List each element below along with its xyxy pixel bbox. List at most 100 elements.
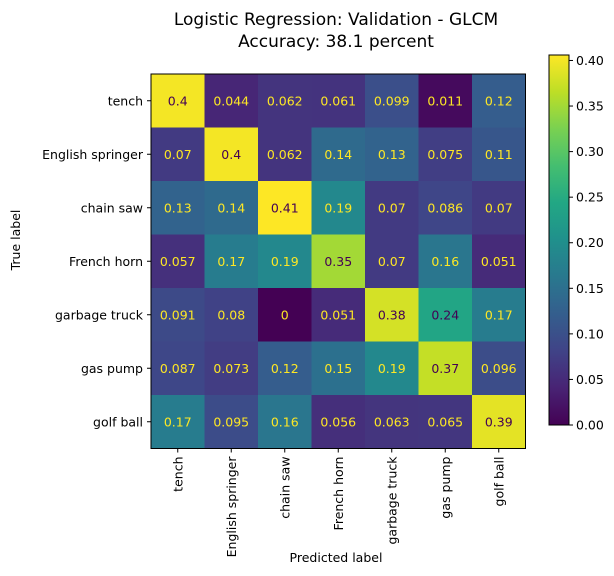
chart-subtitle: Accuracy: 38.1 percent <box>238 32 434 52</box>
colorbar-tick-label: 0.25 <box>576 190 604 205</box>
heatmap-cell <box>472 234 526 289</box>
heatmap-cell <box>204 395 259 449</box>
colorbar: 0.00 0.05 0.10 0.15 0.20 0.25 0.30 0.35 0.40 <box>548 53 604 433</box>
heatmap-cell <box>418 395 473 449</box>
cell-value-label: 0.086 <box>427 200 463 215</box>
y-axis-label: True label <box>8 210 23 272</box>
heatmap-cell <box>311 74 366 128</box>
cell-value-label: 0.065 <box>427 414 463 429</box>
heatmap-cell <box>418 181 473 235</box>
heatmap-cell <box>204 341 259 396</box>
colorbar-gradient <box>548 54 570 426</box>
x-tick-label: golf ball <box>491 457 506 507</box>
cell-value-label: 0.19 <box>271 254 299 269</box>
y-tick-label: garbage truck <box>55 307 144 322</box>
heatmap-cell <box>258 74 312 128</box>
colorbar-tick-label: 0.15 <box>576 281 604 296</box>
cell-value-label: 0.12 <box>485 93 513 108</box>
cell-value-label: 0.17 <box>485 307 513 322</box>
x-axis-label: Predicted label <box>290 550 383 565</box>
cell-value-label: 0.057 <box>160 254 196 269</box>
x-tick-label: tench <box>170 457 185 492</box>
colorbar-tick-label: 0.35 <box>576 99 604 114</box>
heatmap-cell <box>151 288 205 342</box>
cell-value-label: 0.11 <box>485 147 513 162</box>
cell-value-label: 0.12 <box>271 361 299 376</box>
cell-value-label: 0.16 <box>431 254 459 269</box>
heatmap-cell <box>204 288 259 342</box>
colorbar-tick-label: 0.30 <box>576 144 604 159</box>
heatmap-cells <box>151 74 526 449</box>
cell-value-label: 0.095 <box>213 414 249 429</box>
heatmap-cell <box>258 127 312 182</box>
heatmap-cell <box>472 181 526 235</box>
heatmap-cell <box>204 181 259 235</box>
cell-value-label: 0.08 <box>217 307 245 322</box>
heatmap-cell <box>418 74 473 128</box>
cell-value-label: 0.044 <box>213 93 249 108</box>
heatmap-cell <box>365 395 419 449</box>
cell-value-label: 0.091 <box>160 307 196 322</box>
heatmap-cell <box>365 234 419 289</box>
cell-value-label: 0.4 <box>168 93 188 108</box>
heatmap-cell <box>151 127 205 182</box>
heatmap-cell <box>418 234 473 289</box>
cell-value-label: 0 <box>281 307 289 322</box>
heatmap-cell <box>151 341 205 396</box>
cell-value-label: 0.07 <box>378 200 406 215</box>
x-tick-label: English springer <box>224 456 239 558</box>
heatmap-cell <box>258 181 312 235</box>
cell-value-label: 0.16 <box>271 414 299 429</box>
cell-value-label: 0.13 <box>378 147 406 162</box>
heatmap-cell <box>311 341 366 396</box>
heatmap-cell <box>151 234 205 289</box>
heatmap-cell <box>204 74 259 128</box>
cell-value-label: 0.35 <box>324 254 352 269</box>
x-tick-label: gas pump <box>438 456 453 518</box>
heatmap-cell <box>365 181 419 235</box>
heatmap-cell <box>151 395 205 449</box>
heatmap-cell <box>365 127 419 182</box>
cell-value-label: 0.39 <box>485 414 513 429</box>
colorbar-tick-label: 0.00 <box>576 418 604 433</box>
x-tick-label: French horn <box>331 457 346 531</box>
cell-value-label: 0.19 <box>324 200 352 215</box>
cell-value-label: 0.063 <box>374 414 410 429</box>
cell-value-label: 0.24 <box>431 307 459 322</box>
heatmap-cell <box>418 288 473 342</box>
cell-value-label: 0.13 <box>164 200 192 215</box>
cell-value-label: 0.011 <box>427 93 463 108</box>
heatmap-cell <box>472 127 526 182</box>
heatmap-cell <box>258 395 312 449</box>
colorbar-tick-label: 0.10 <box>576 326 604 341</box>
colorbar-tick-label: 0.05 <box>576 372 604 387</box>
heatmap-value-labels: 0.4 0.044 0.062 0.061 0.099 0.011 0.12 0.07 0.4 0… <box>160 93 517 429</box>
y-tick-label: chain saw <box>81 200 143 215</box>
cell-value-label: 0.38 <box>378 307 406 322</box>
cell-value-label: 0.051 <box>481 254 517 269</box>
heatmap-cell <box>258 341 312 396</box>
y-tick-label: golf ball <box>93 414 143 429</box>
heatmap-cell <box>472 74 526 128</box>
heatmap-cell <box>151 74 205 128</box>
heatmap-cell <box>204 127 259 182</box>
heatmap-cell <box>472 288 526 342</box>
cell-value-label: 0.15 <box>324 361 352 376</box>
cell-value-label: 0.4 <box>221 147 241 162</box>
cell-value-label: 0.17 <box>217 254 245 269</box>
heatmap-cell <box>258 288 312 342</box>
heatmap-cell <box>311 127 366 182</box>
cell-value-label: 0.062 <box>267 93 303 108</box>
cell-value-label: 0.096 <box>481 361 517 376</box>
cell-value-label: 0.14 <box>324 147 352 162</box>
cell-value-label: 0.099 <box>374 93 410 108</box>
heatmap-cell <box>258 234 312 289</box>
cell-value-label: 0.062 <box>267 147 303 162</box>
colorbar-tick-label: 0.40 <box>576 53 604 68</box>
chart-title: Logistic Regression: Validation - GLCM <box>174 10 498 30</box>
cell-value-label: 0.19 <box>378 361 406 376</box>
cell-value-label: 0.07 <box>485 200 513 215</box>
heatmap-cell <box>472 341 526 396</box>
cell-value-label: 0.14 <box>217 200 245 215</box>
